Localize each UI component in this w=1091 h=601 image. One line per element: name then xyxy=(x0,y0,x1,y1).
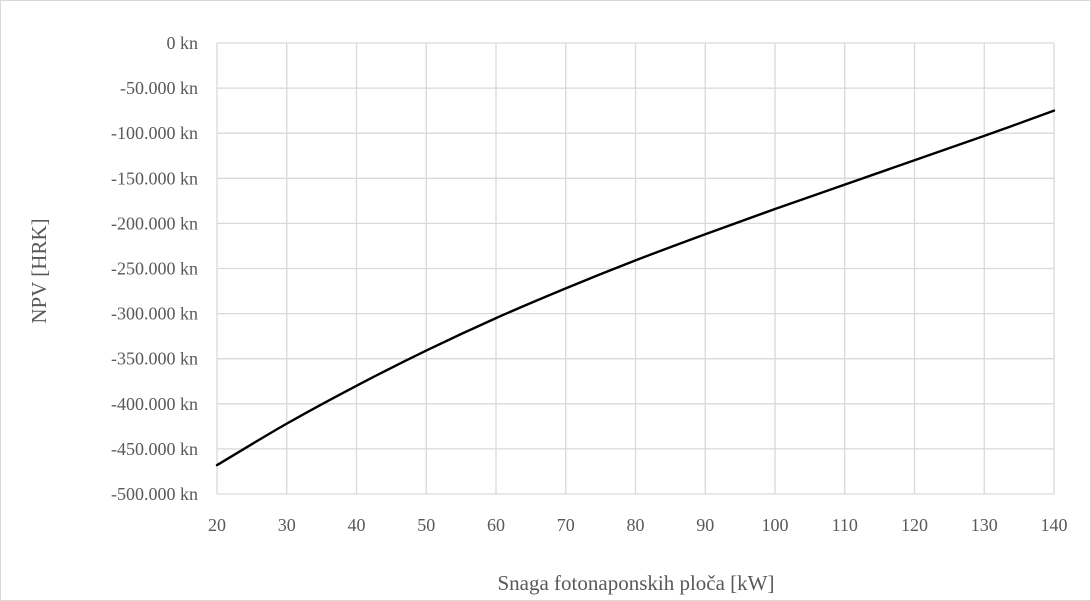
x-tick-label: 110 xyxy=(832,515,858,535)
y-axis-title: NPV [HRK] xyxy=(27,218,51,323)
y-tick-label: -50.000 kn xyxy=(120,78,198,98)
y-tick-label: -150.000 kn xyxy=(111,168,198,188)
x-tick-label: 50 xyxy=(417,515,435,535)
grid xyxy=(216,42,1055,495)
y-tick-label: -250.000 kn xyxy=(111,259,198,279)
y-tick-label: -100.000 kn xyxy=(111,123,198,143)
x-tick-label: 20 xyxy=(208,515,226,535)
x-tick-label: 60 xyxy=(487,515,505,535)
y-tick-label: -400.000 kn xyxy=(111,394,198,414)
y-tick-label: -200.000 kn xyxy=(111,213,198,233)
y-tick-label: -450.000 kn xyxy=(111,439,198,459)
y-tick-label: -300.000 kn xyxy=(111,304,198,324)
y-axis-ticks: 0 kn -50.000 kn -100.000 kn -150.000 kn -200… xyxy=(111,33,198,504)
x-tick-label: 70 xyxy=(557,515,575,535)
x-tick-label: 120 xyxy=(901,515,928,535)
y-tick-label: 0 kn xyxy=(167,33,199,53)
x-tick-label: 90 xyxy=(696,515,714,535)
x-tick-label: 40 xyxy=(348,515,366,535)
npv-series-line xyxy=(215,109,1056,467)
x-tick-label: 100 xyxy=(762,515,789,535)
series-layer xyxy=(215,109,1056,467)
x-tick-label: 140 xyxy=(1041,515,1068,535)
x-tick-label: 30 xyxy=(278,515,296,535)
x-axis-title: Snaga fotonaponskih ploča [kW] xyxy=(497,571,774,595)
x-tick-label: 80 xyxy=(627,515,645,535)
y-tick-label: -500.000 kn xyxy=(111,484,198,504)
x-axis-ticks: 20 30 40 50 60 70 80 90 100 110 120 130 140 xyxy=(208,515,1068,535)
y-tick-label: -350.000 kn xyxy=(111,349,198,369)
x-tick-label: 130 xyxy=(971,515,998,535)
